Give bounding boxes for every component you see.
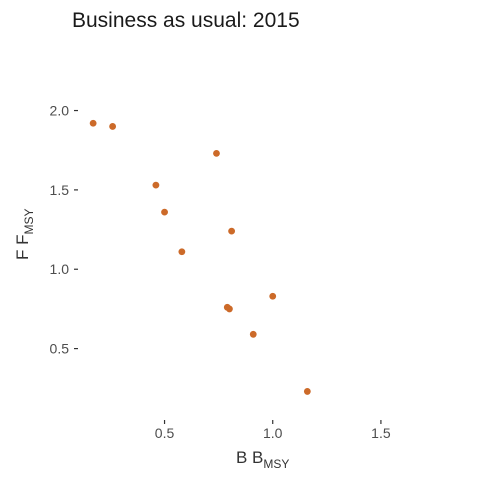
data-point [178,248,186,256]
data-point [109,123,117,130]
data-point [152,181,160,189]
data-point [161,208,168,216]
y-tick-label: 0.5 [50,341,70,357]
data-point [303,388,311,395]
y-axis: 0.5 1.0 1.5 2.0 [50,103,78,357]
x-tick-label: 1.5 [371,425,391,441]
y-tick-label: 1.5 [50,182,70,198]
data-point [89,119,97,127]
y-tick-label: 1.0 [50,261,70,277]
x-axis-title: B BMSY [236,448,289,471]
x-axis: 0.5 1.0 1.5 [155,420,391,441]
x-axis-title-main: B B [236,448,263,467]
y-tick-label: 2.0 [50,103,70,119]
data-point [226,305,233,313]
data-point [228,227,236,235]
x-axis-title-sub: MSY [263,457,289,471]
data-points [89,119,311,395]
y-axis-title: F FMSY [13,208,36,260]
data-point [213,149,220,157]
y-axis-title-sub: MSY [22,208,36,234]
chart-title: Business as usual: 2015 [72,9,300,32]
x-tick-label: 0.5 [155,425,175,441]
data-point [249,330,257,338]
data-point [269,292,277,300]
x-tick-label: 1.0 [263,425,283,441]
y-axis-title-main: F F [13,235,32,261]
